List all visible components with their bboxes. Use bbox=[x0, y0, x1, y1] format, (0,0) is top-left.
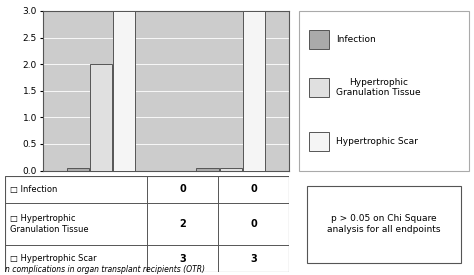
Bar bbox=[196, 168, 219, 170]
Text: Hypertrophic
Granulation Tissue: Hypertrophic Granulation Tissue bbox=[336, 78, 421, 97]
FancyBboxPatch shape bbox=[299, 11, 469, 170]
Bar bbox=[66, 168, 89, 170]
Text: □ Hypertrophic
Granulation Tissue: □ Hypertrophic Granulation Tissue bbox=[10, 214, 89, 234]
FancyBboxPatch shape bbox=[307, 186, 461, 263]
Text: 0: 0 bbox=[179, 185, 186, 194]
Text: n complications in organ transplant recipients (OTR): n complications in organ transplant reci… bbox=[5, 265, 205, 274]
Text: 0: 0 bbox=[250, 185, 257, 194]
Text: Infection: Infection bbox=[336, 35, 376, 44]
Text: 2: 2 bbox=[179, 219, 186, 229]
Text: 3: 3 bbox=[250, 254, 257, 264]
Bar bbox=[219, 168, 242, 170]
Text: 3: 3 bbox=[179, 254, 186, 264]
Bar bbox=[113, 11, 136, 170]
Text: OTR on
Acitretin
(n=41): OTR on Acitretin (n=41) bbox=[82, 199, 120, 229]
Bar bbox=[90, 64, 112, 170]
Text: p > 0.05 on Chi Square
analysis for all endpoints: p > 0.05 on Chi Square analysis for all … bbox=[327, 214, 441, 234]
Text: OTR not on
Acitretin
(n=44): OTR not on Acitretin (n=44) bbox=[206, 199, 256, 229]
Bar bbox=[243, 11, 265, 170]
Text: 0: 0 bbox=[250, 219, 257, 229]
Text: Hypertrophic Scar: Hypertrophic Scar bbox=[336, 137, 418, 146]
FancyBboxPatch shape bbox=[309, 30, 329, 49]
Text: □ Hypertrophic Scar: □ Hypertrophic Scar bbox=[10, 254, 97, 263]
FancyBboxPatch shape bbox=[309, 78, 329, 97]
Text: □ Infection: □ Infection bbox=[10, 185, 58, 194]
FancyBboxPatch shape bbox=[309, 132, 329, 151]
